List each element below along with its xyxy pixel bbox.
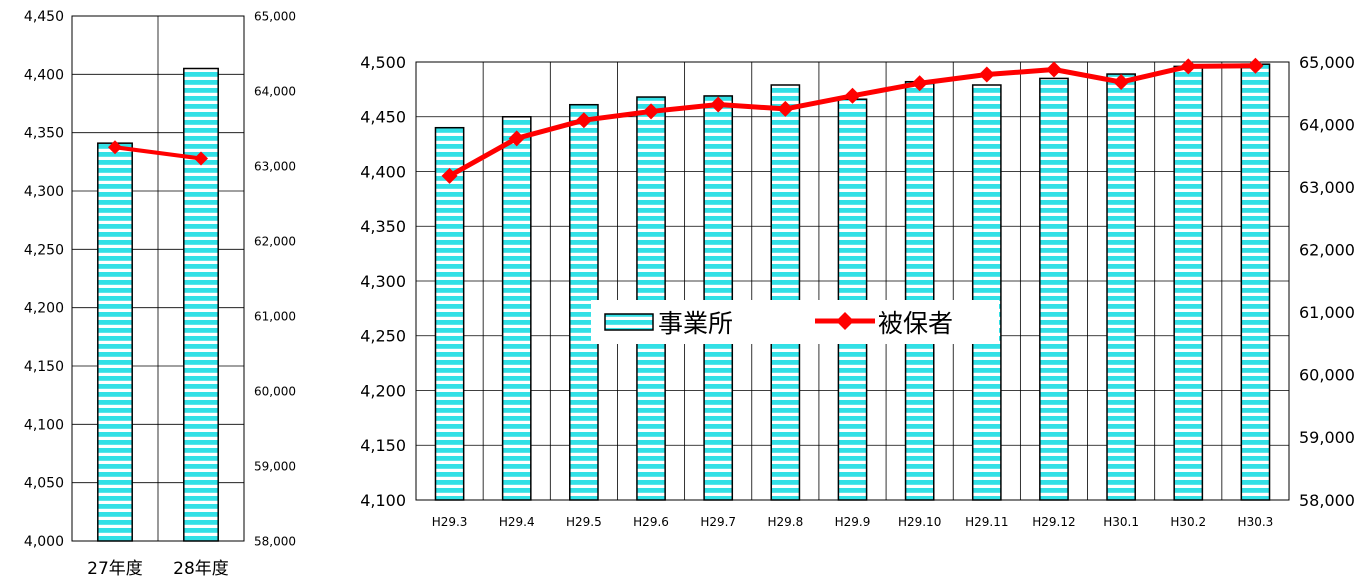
line-point (575, 112, 592, 129)
line-point (777, 100, 794, 117)
x-tick-label: H29.12 (1032, 515, 1075, 529)
legend-line-marker (836, 312, 854, 330)
line-point (508, 130, 525, 147)
y-tick-label: 4,100 (24, 417, 64, 433)
y-tick-label: 4,250 (360, 327, 406, 346)
bar (837, 98, 868, 501)
x-tick-label: 28年度 (173, 559, 229, 579)
y-tick-label: 4,350 (360, 217, 406, 236)
y-tick-label: 4,350 (24, 126, 64, 142)
x-tick-label: H29.10 (898, 515, 941, 529)
line-point (194, 151, 208, 166)
y2-tick-label: 61,000 (254, 309, 296, 323)
legend-label-line: 被保者 (878, 309, 953, 338)
bar (1173, 65, 1204, 501)
y-tick-label: 4,150 (360, 436, 406, 455)
x-tick-label: H29.11 (965, 515, 1008, 529)
y-tick-label: 4,450 (360, 108, 406, 127)
y-tick-label: 4,300 (24, 184, 64, 200)
line-point (1180, 58, 1197, 75)
line-point (911, 75, 928, 92)
x-tick-label: H29.9 (835, 515, 871, 529)
x-tick-label: H30.1 (1103, 515, 1139, 529)
line-point (978, 66, 995, 83)
bar (971, 84, 1002, 501)
y-tick-label: 4,100 (360, 491, 406, 510)
y-tick-label: 4,450 (24, 9, 64, 25)
chart-monthly: 4,100 4,150 4,200 4,250 4,300 4,350 4,400 4,450… (360, 53, 1355, 529)
bar (97, 142, 133, 542)
y-tick-label: 4,200 (24, 301, 64, 317)
bar (183, 67, 219, 542)
legend: 事業所 被保者 (591, 300, 999, 344)
line-point (844, 87, 861, 104)
y-tick-label: 4,250 (24, 242, 64, 258)
bar (636, 96, 666, 501)
line-point (1045, 61, 1062, 78)
bar (770, 84, 801, 501)
y2-tick-label: 58,000 (254, 534, 296, 548)
y-tick-label: 4,300 (360, 272, 406, 291)
y-tick-label: 4,150 (24, 359, 64, 375)
y2-tick-label: 61,000 (1299, 303, 1355, 322)
y-tick-label: 4,400 (360, 162, 406, 181)
y-tick-label: 4,200 (360, 381, 406, 400)
y2-tick-label: 58,000 (1299, 491, 1355, 510)
y2-tick-label: 59,000 (254, 459, 296, 473)
x-tick-label: 27年度 (87, 559, 143, 579)
y2-tick-label: 63,000 (1299, 178, 1355, 197)
line-point (1113, 74, 1130, 91)
line-point (108, 140, 122, 155)
y2-tick-label: 62,000 (254, 234, 296, 248)
line-point (1247, 57, 1264, 74)
bar (1039, 77, 1069, 501)
x-tick-label: H30.2 (1170, 515, 1206, 529)
bar (434, 126, 465, 501)
y-tick-label: 4,500 (360, 53, 406, 72)
x-tick-label: H29.6 (633, 515, 669, 529)
bar (703, 95, 734, 501)
line-point (643, 103, 660, 120)
x-tick-label: H29.8 (767, 515, 803, 529)
y-tick-label: 4,400 (24, 67, 64, 83)
y2-tick-label: 59,000 (1299, 428, 1355, 447)
y2-tick-label: 60,000 (254, 384, 296, 398)
y2-tick-label: 65,000 (1299, 53, 1355, 72)
y2-tick-label: 63,000 (254, 159, 296, 173)
bar (1106, 73, 1136, 501)
y2-tick-label: 60,000 (1299, 366, 1355, 385)
chart-annual: 4,000 4,050 4,100 4,150 4,200 4,250 4,300 4,350… (24, 9, 296, 579)
y2-tick-label: 64,000 (1299, 115, 1355, 134)
legend-box (591, 300, 999, 344)
x-tick-label: H29.7 (700, 515, 736, 529)
bar (904, 80, 935, 501)
line-point (710, 96, 727, 113)
y2-tick-label: 62,000 (1299, 240, 1355, 259)
x-tick-label: H30.3 (1238, 515, 1274, 529)
series-line (114, 145, 202, 161)
bar (501, 116, 532, 501)
bar (1240, 63, 1271, 501)
legend-label-bar: 事業所 (658, 309, 733, 338)
legend-bar-swatch (604, 313, 654, 331)
x-tick-label: H29.3 (432, 515, 468, 529)
x-tick-label: H29.5 (566, 515, 602, 529)
line-point (441, 167, 458, 184)
y-tick-label: 4,050 (24, 476, 64, 492)
y2-tick-label: 65,000 (254, 9, 296, 23)
x-tick-label: H29.4 (499, 515, 535, 529)
y2-tick-label: 64,000 (254, 84, 296, 98)
y-tick-label: 4,000 (24, 534, 64, 550)
